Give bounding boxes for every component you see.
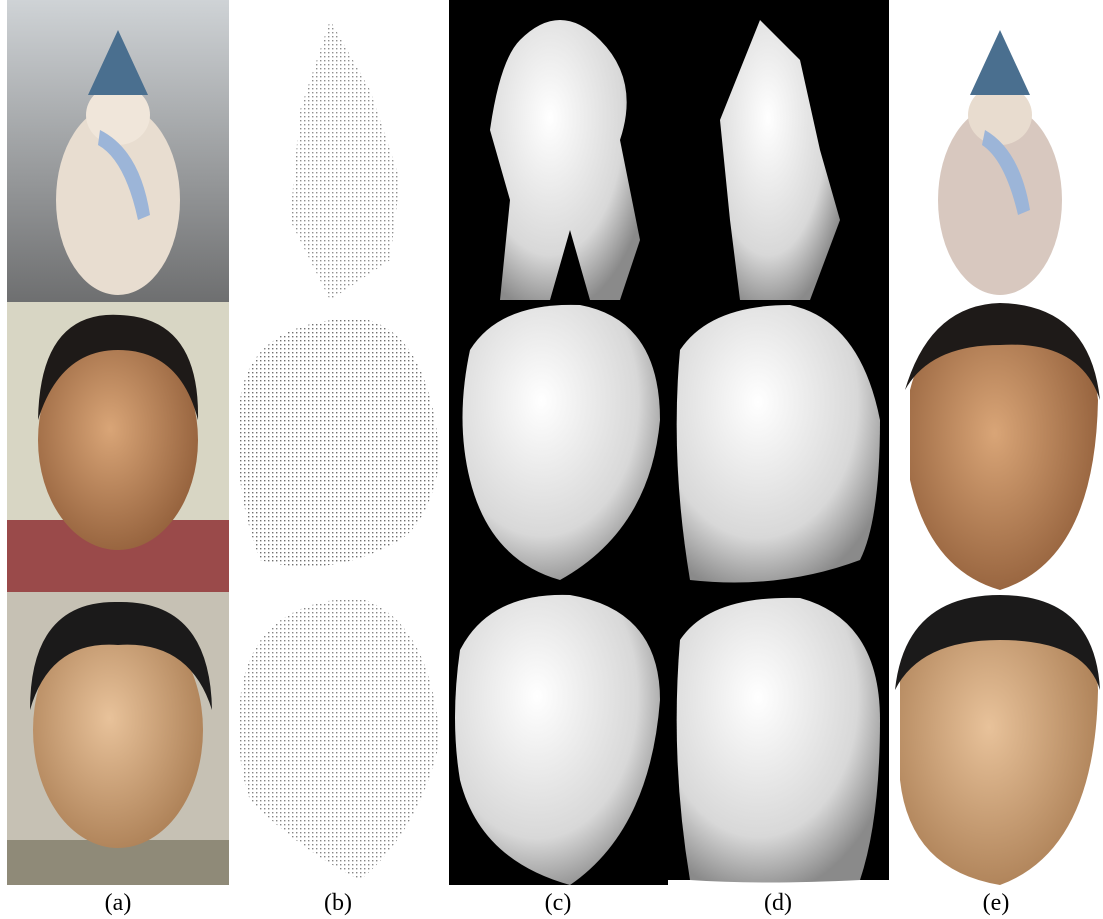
column-a-photos — [7, 0, 229, 885]
column-label: (d) — [764, 890, 792, 916]
column-label: (a) — [105, 890, 132, 916]
column-label: (c) — [545, 890, 572, 916]
column-b-point-clouds — [237, 20, 440, 880]
column-label: (b) — [324, 890, 352, 916]
column-e-textured — [895, 30, 1100, 885]
column-label: (e) — [983, 890, 1010, 916]
column-c-d-meshes — [449, 0, 889, 885]
